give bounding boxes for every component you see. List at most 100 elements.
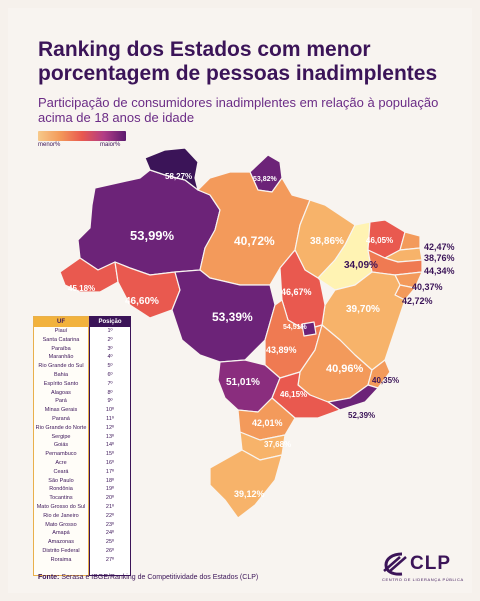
table-row-uf: Rio Grande do Sul [38, 363, 84, 370]
table-row-uf: Ceará [53, 468, 69, 475]
table-row-uf: Santa Catarina [42, 336, 80, 343]
table-row-position: 26º [105, 547, 115, 554]
table-row-uf: Bahia [53, 371, 69, 378]
table-row-uf: Amapá [52, 530, 70, 537]
table-row-uf: Rio Grande do Norte [35, 424, 87, 431]
state-df [301, 321, 317, 337]
legend-max-label: maior% [100, 142, 121, 148]
table-row-position: 10º [105, 407, 115, 414]
table-row-uf: Paraíba [51, 345, 71, 352]
title-line-2: porcentagem de pessoas inadimplentes [38, 62, 438, 85]
table-row-position: 6º [107, 371, 113, 378]
state-label-ac: 45,18% [68, 284, 96, 293]
table-row-uf: Alagoas [51, 389, 71, 396]
title-line-1: Ranking dos Estados com menor [38, 38, 371, 61]
table-row-position: 5º [107, 363, 113, 370]
position-rows: 1º 2º 3º 4º 5º 6º 7º 8º 9º 10º 11º 12º 13º 14º 15º 16º 1… [90, 327, 130, 565]
state-label-ce: 46,05% [366, 236, 394, 245]
table-row-position: 20º [105, 495, 115, 502]
table-row-uf: Amazonas [48, 539, 74, 546]
state-rs [209, 449, 283, 519]
state-label-sp: 46,15% [280, 390, 308, 399]
table-row-uf: Minas Gerais [44, 407, 78, 414]
state-label-ro: 46,60% [125, 296, 159, 307]
table-row-position: 12º [105, 424, 115, 431]
table-row-uf: Paraná [52, 415, 70, 422]
page-title: Ranking dos Estados com menor porcentage… [38, 38, 458, 86]
table-row-uf: Espírito Santo [43, 380, 79, 387]
table-row-uf: Acre [55, 459, 67, 466]
table-row-position: 2º [107, 336, 113, 343]
clp-logo-text: CLP [410, 553, 451, 574]
table-row-uf: Distrito Federal [42, 547, 80, 554]
table-row-uf: Tocantins [49, 495, 73, 502]
state-label-pa: 40,72% [234, 234, 275, 248]
position-column: Posição 1º 2º 3º 4º 5º 6º 7º 8º 9º 10º 11º 12º 13º 14… [89, 316, 131, 576]
state-label-ba: 39,70% [346, 304, 380, 315]
table-row-position: 9º [107, 398, 113, 405]
state-label-rs: 39,12% [234, 489, 265, 499]
table-row-position: 3º [107, 345, 113, 352]
table-row-position: 24º [105, 530, 115, 537]
clp-logo-icon [383, 552, 407, 576]
table-row-position: 16º [105, 459, 115, 466]
table-row-uf: Goiás [53, 442, 69, 449]
state-mt [171, 269, 276, 363]
source-text: Serasa e IBGE/Ranking de Competitividade… [59, 574, 259, 581]
position-header: Posição [90, 317, 130, 327]
table-row-position: 22º [105, 512, 115, 519]
table-row-position: 4º [107, 354, 113, 361]
table-row-position: 13º [105, 433, 115, 440]
state-label-ms: 51,01% [226, 377, 260, 388]
table-row-position: 7º [107, 380, 113, 387]
uf-header: UF [34, 317, 88, 327]
table-row-position: 1º [107, 328, 113, 334]
state-label-es: 40,35% [372, 376, 400, 385]
table-row-uf: Rio de Janeiro [43, 512, 79, 519]
subtitle: Participação de consumidores inadimplent… [38, 95, 439, 125]
state-am [77, 169, 221, 276]
table-row-position: 14º [105, 442, 115, 449]
state-label-pi: 34,09% [344, 260, 378, 271]
state-label-sc: 37,68% [264, 440, 292, 449]
state-label-al: 40,37% [412, 282, 443, 292]
table-row-position: 17º [105, 468, 115, 475]
source-note: Fonte: Serasa e IBGE/Ranking de Competit… [38, 574, 258, 581]
state-label-ap: 53,82% [253, 176, 277, 183]
state-label-am: 53,99% [130, 228, 175, 243]
table-row-uf: Mato Grosso [45, 521, 77, 528]
source-label: Fonte: [38, 574, 60, 581]
state-label-mg: 40,96% [326, 363, 364, 375]
legend-gradient [38, 131, 126, 141]
state-label-df: 54,51% [283, 324, 307, 331]
table-row-position: 15º [105, 451, 115, 458]
table-row-position: 23º [105, 521, 115, 528]
state-label-pe: 44,34% [424, 266, 455, 276]
table-row-uf: Rondônia [49, 486, 73, 493]
state-label-rj: 52,39% [348, 411, 376, 420]
state-label-to: 46,67% [281, 287, 312, 297]
table-row-uf: São Paulo [48, 477, 74, 484]
table-row-position: 18º [105, 477, 115, 484]
table-row-position: 21º [105, 503, 115, 510]
state-label-se: 42,72% [402, 296, 433, 306]
state-rr [144, 147, 199, 191]
state-label-pr: 42,01% [252, 418, 283, 428]
table-row-uf: Roraima [50, 556, 72, 563]
table-row-uf: Mato Grosso do Sul [36, 503, 86, 510]
state-label-pb: 38,76% [424, 253, 455, 263]
state-label-go: 43,89% [266, 345, 297, 355]
table-row-uf: Sergipe [51, 433, 71, 440]
clp-logo: CLP CENTRO DE LIDERANÇA PÚBLICA [380, 551, 475, 586]
state-label-rr: 58,27% [165, 172, 193, 181]
table-row-uf: Pernambuco [45, 451, 77, 458]
state-label-rn: 42,47% [424, 242, 455, 252]
uf-column: UF Piauí Santa Catarina Paraíba Maranhão Rio… [33, 316, 89, 576]
table-row-position: 19º [105, 486, 115, 493]
uf-rows: Piauí Santa Catarina Paraíba Maranhão Rio Gr… [34, 327, 88, 565]
legend-min-label: menor% [38, 142, 61, 148]
table-row-uf: Piauí [54, 328, 68, 334]
table-row-uf: Pará [55, 398, 67, 405]
